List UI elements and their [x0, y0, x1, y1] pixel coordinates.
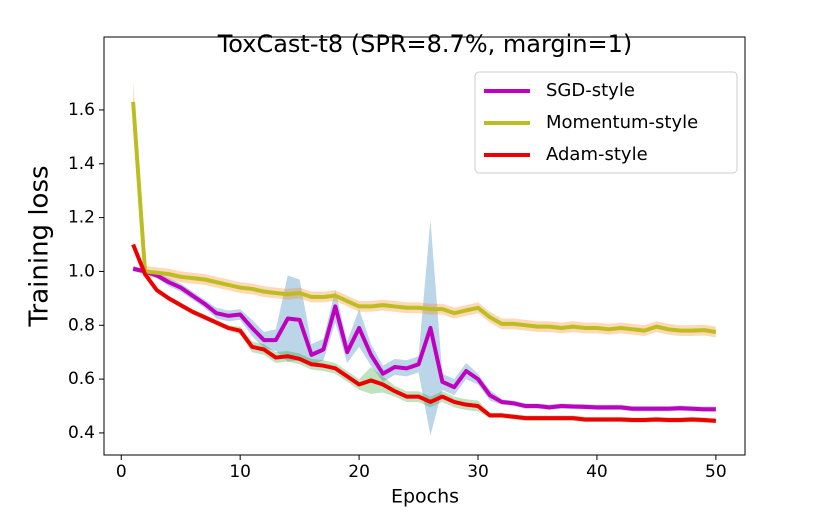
y-tick-label: 0.8 [68, 315, 95, 335]
legend-label: Adam-style [546, 144, 648, 165]
error-band [133, 220, 716, 436]
legend-box [474, 71, 738, 174]
legend-label: Momentum-style [546, 112, 698, 133]
y-axis-label: Training loss [25, 165, 55, 327]
y-tick-label: 1.6 [68, 100, 95, 120]
legend-label: SGD-style [546, 80, 635, 101]
y-tick-label: 1.0 [68, 261, 95, 281]
x-tick-label: 20 [348, 462, 370, 482]
x-tick-label: 40 [586, 462, 608, 482]
x-axis-label: Epochs [391, 486, 459, 508]
y-tick-label: 1.4 [68, 154, 95, 174]
series-line [131, 101, 717, 334]
series-line [132, 266, 716, 412]
y-tick-label: 1.2 [68, 208, 95, 228]
x-tick-label: 0 [116, 462, 127, 482]
y-tick-label: 0.4 [68, 423, 95, 443]
y-tick-label: 0.6 [68, 369, 95, 389]
chart-title: ToxCast-t8 (SPR=8.7%, margin=1) [217, 30, 633, 58]
x-tick-label: 10 [229, 462, 251, 482]
plot-frame [103, 36, 746, 456]
x-tick-label: 30 [467, 462, 489, 482]
x-tick-label: 50 [705, 462, 727, 482]
series-line [131, 243, 716, 423]
